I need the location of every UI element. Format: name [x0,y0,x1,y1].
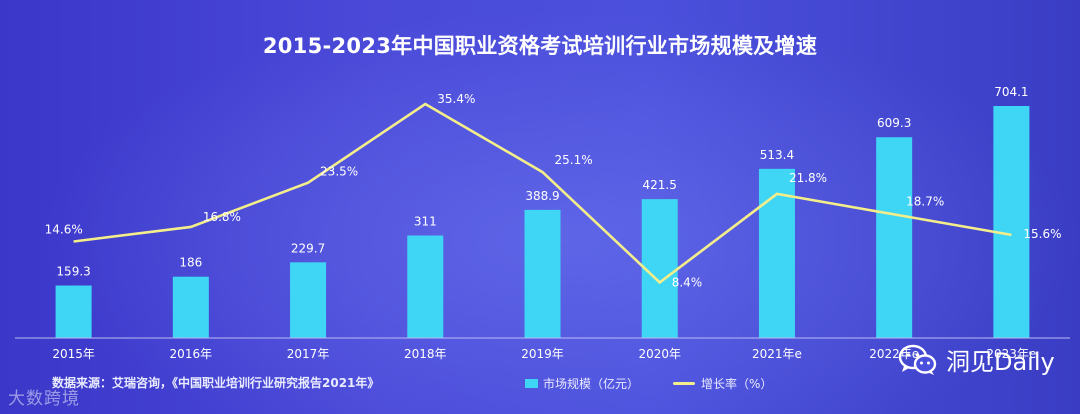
bar-label-7: 609.3 [877,116,911,130]
bar-5 [641,199,678,338]
legend-bar-label: 市场规模（亿元） [543,377,640,391]
bar-0 [55,285,92,338]
growth-label-2: 23.5% [320,165,358,179]
bar-label-5: 421.5 [643,178,677,192]
bar-3 [407,235,444,338]
growth-label-4: 25.1% [555,153,593,167]
growth-label-7: 18.7% [906,194,944,208]
bar-1 [172,276,209,338]
bar-label-8: 704.1 [994,85,1028,99]
wechat-icon [898,344,937,375]
x-tick-label-3: 2018年 [404,347,447,361]
growth-label-3: 35.4% [437,92,475,106]
brand: 洞见Daily [898,342,1055,377]
x-tick-label-4: 2019年 [521,347,564,361]
bar-2 [290,262,327,338]
bar-label-3: 311 [414,215,437,229]
bar-7 [876,137,913,338]
bar-label-2: 229.7 [291,241,325,255]
x-tick-label-2: 2017年 [287,347,330,361]
growth-label-1: 16.8% [203,210,241,224]
data-source: 数据来源：艾瑞咨询，《中国职业培训行业研究报告2021年》 [52,376,380,390]
growth-label-8: 15.6% [1023,227,1061,241]
x-tick-label-7: 2022年e [869,347,919,361]
x-tick-label-0: 2015年 [52,347,95,361]
legend-line-label: 增长率（%） [701,377,773,391]
chart-title: 2015-2023年中国职业资格考试培训行业市场规模及增速 [262,34,818,58]
legend: 市场规模（亿元） 增长率（%） [525,375,772,392]
growth-label-6: 21.8% [789,171,827,185]
bar-label-0: 159.3 [56,265,90,279]
x-tick-label-1: 2016年 [170,347,213,361]
bar-label-1: 186 [179,256,202,270]
bar-4 [524,209,561,338]
x-tick-label-6: 2021年e [752,347,802,361]
growth-label-0: 14.6% [45,222,83,236]
growth-label-5: 8.4% [672,275,703,289]
brand-name: 洞见Daily [946,348,1055,376]
bar-label-4: 388.9 [525,189,559,203]
bar-8 [993,106,1030,338]
legend-bar-swatch [525,379,538,388]
legend-line-swatch [673,382,696,385]
watermark: 大数跨境 [8,389,80,409]
bar-label-6: 513.4 [760,148,794,162]
x-tick-label-5: 2020年 [638,347,681,361]
x-tick-label-8: 2023年e [986,347,1036,361]
